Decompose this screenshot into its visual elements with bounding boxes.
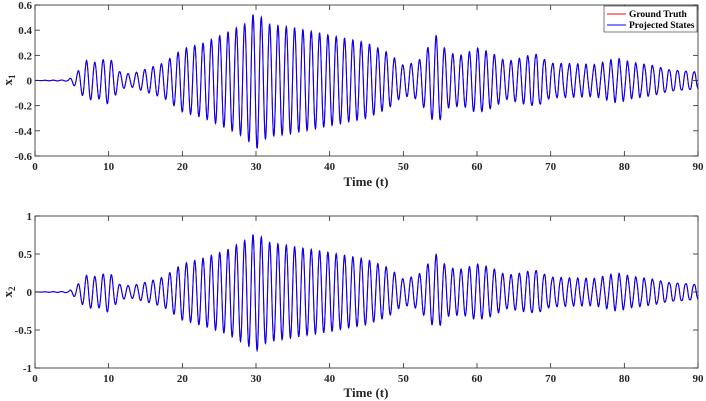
x-tick-label: 90 [693, 161, 705, 173]
x-tick-label: 80 [619, 161, 631, 173]
y-tick-label: 0.6 [18, 0, 32, 12]
y-tick-label: 0 [27, 76, 33, 88]
x-tick-label: 10 [103, 373, 115, 385]
x-tick-label: 70 [545, 161, 557, 173]
x-tick-label: 60 [472, 161, 484, 173]
y-tick-label: 0.5 [18, 249, 32, 261]
y-tick-label: 0.2 [18, 50, 32, 62]
x-tick-label: 60 [472, 373, 484, 385]
legend-label-ground-truth: Ground Truth [629, 10, 688, 20]
x-tick-label: 20 [177, 161, 189, 173]
data-lines-x2 [35, 234, 699, 353]
legend-box [603, 5, 698, 33]
data-lines-x1 [35, 14, 699, 149]
x-tick-label: 50 [398, 373, 410, 385]
y-tick-label: -0.5 [15, 325, 33, 337]
ticks-x2: 0 10 20 30 40 50 60 70 80 90 -1 -0.5 0 0.5 1 [15, 211, 704, 385]
series-line-projected-states [35, 14, 699, 149]
y-tick-label: 1 [27, 211, 33, 223]
legend: Ground Truth Projected States [603, 5, 698, 33]
x-tick-label: 0 [32, 161, 38, 173]
legend-label-projected-states: Projected States [629, 21, 695, 31]
x-tick-label: 10 [103, 161, 115, 173]
x-tick-label: 40 [324, 161, 336, 173]
y-tick-label: 0.4 [18, 25, 32, 37]
y-tick-label: 0 [27, 287, 33, 299]
y-axis-label-x1: x1 [0, 74, 17, 86]
x-tick-label: 50 [398, 161, 410, 173]
y-tick-label: -0.4 [15, 126, 33, 138]
x-axis-label-x1: Time (t) [344, 174, 389, 189]
y-axis-label-x2: x2 [0, 286, 17, 298]
y-tick-label: -0.2 [15, 101, 33, 113]
y-tick-label: -0.6 [15, 151, 33, 163]
x-tick-label: 70 [545, 373, 557, 385]
subplot-x1: 0 10 20 30 40 50 60 70 80 90 -0.6 -0.4 -0.2 0 0.2 0.4 0.… [0, 0, 704, 189]
y-tick-label: -1 [23, 363, 32, 375]
x-tick-label: 20 [177, 373, 189, 385]
series-line-projected-states [35, 234, 699, 353]
x-tick-label: 30 [251, 373, 263, 385]
x-tick-label: 90 [693, 373, 705, 385]
x-tick-label: 80 [619, 373, 631, 385]
x-tick-label: 40 [324, 373, 336, 385]
ticks-x1: 0 10 20 30 40 50 60 70 80 90 -0.6 -0.4 -0.2 0 0.2 0.4 0.… [15, 0, 704, 173]
x-tick-label: 30 [251, 161, 263, 173]
x-tick-label: 0 [32, 373, 38, 385]
subplot-x2: 0 10 20 30 40 50 60 70 80 90-1-0.500.51 Time (t) … [0, 211, 704, 400]
x-axis-label-x2: Time (t) [344, 385, 389, 400]
